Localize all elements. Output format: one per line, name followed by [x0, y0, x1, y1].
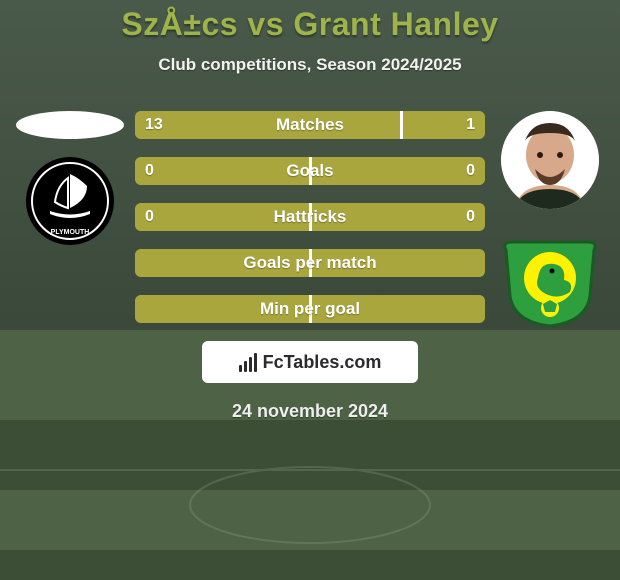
stat-bar-divider	[309, 157, 312, 185]
player2-photo	[501, 111, 599, 209]
stat-bar-hattricks: Hattricks00	[135, 203, 485, 231]
stat-bar-matches: Matches131	[135, 111, 485, 139]
stat-bar-divider	[309, 295, 312, 323]
page-subtitle: Club competitions, Season 2024/2025	[158, 55, 461, 75]
left-player-column: PLYMOUTH	[15, 111, 125, 245]
comparison-row: PLYMOUTH Matches131 Goals00 Hattricks00 Goa…	[0, 111, 620, 327]
stat-bar-right-fill	[401, 111, 485, 139]
stat-bar-right-fill	[310, 295, 485, 323]
stat-bar-right-fill	[310, 249, 485, 277]
fctables-logo: FcTables.com	[202, 341, 418, 383]
stat-bar-divider	[309, 203, 312, 231]
svg-text:PLYMOUTH: PLYMOUTH	[51, 229, 90, 236]
stat-bar-left-fill	[135, 295, 310, 323]
bar-chart-icon	[239, 352, 257, 372]
stat-bar-right-fill	[310, 203, 485, 231]
date-text: 24 november 2024	[232, 401, 388, 422]
player2-club-crest	[500, 239, 600, 327]
right-player-column	[495, 111, 605, 327]
stat-bar-right-fill	[310, 157, 485, 185]
stat-bar-goals-per-match: Goals per match	[135, 249, 485, 277]
stat-bar-divider	[400, 111, 403, 139]
stat-bar-min-per-goal: Min per goal	[135, 295, 485, 323]
stat-bar-left-fill	[135, 157, 310, 185]
stat-bar-left-fill	[135, 249, 310, 277]
page-title: SzÅ±cs vs Grant Hanley	[121, 6, 498, 43]
stat-bar-goals: Goals00	[135, 157, 485, 185]
stat-bar-left-fill	[135, 111, 401, 139]
fctables-logo-text: FcTables.com	[263, 352, 382, 373]
player1-silhouette	[16, 111, 124, 139]
stat-bars: Matches131 Goals00 Hattricks00 Goals per ma…	[135, 111, 485, 323]
player1-club-crest: PLYMOUTH	[20, 157, 120, 245]
stat-bar-left-fill	[135, 203, 310, 231]
stat-bar-divider	[309, 249, 312, 277]
